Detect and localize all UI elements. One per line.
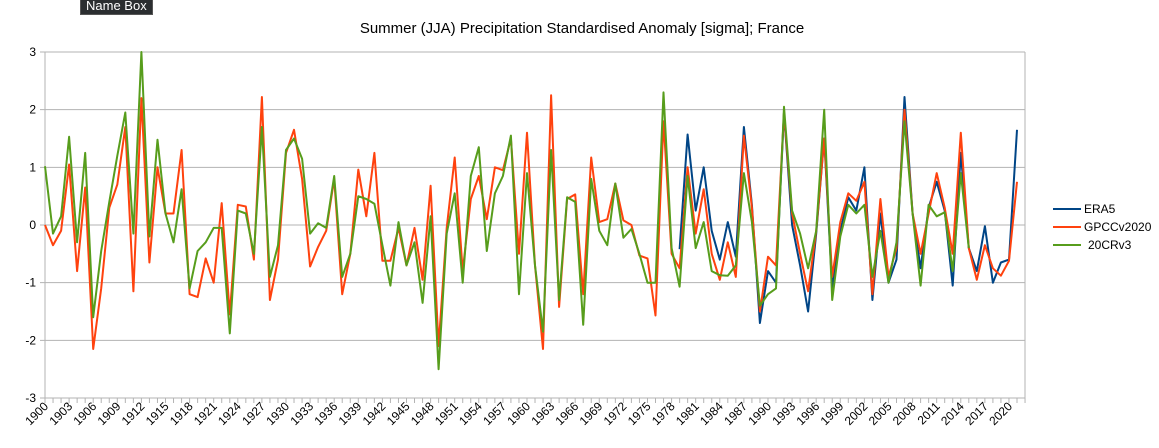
chart-title: Summer (JJA) Precipitation Standardised …: [360, 20, 804, 37]
series-line-20crv3: [44, 51, 970, 371]
legend-label: ERA5: [1084, 202, 1116, 216]
x-tick-label: 1954: [456, 399, 485, 428]
series-lines: [44, 51, 1018, 371]
series-line-gpccv2020: [44, 94, 1018, 350]
y-axis: 3 2 1 0 -1 -2 -3: [25, 45, 1026, 405]
x-tick-label: 1990: [745, 399, 774, 428]
x-tick-label: 1966: [553, 399, 582, 428]
x-tick-label: 2005: [866, 399, 895, 428]
y-tick-label: 1: [29, 160, 36, 174]
gridlines: [40, 51, 1025, 399]
x-tick-label: 1987: [721, 399, 750, 428]
x-tick-label: 1933: [287, 399, 316, 428]
x-tick-label: 2011: [915, 399, 943, 427]
y-tick-label: -1: [25, 276, 36, 290]
x-tick-label: 1936: [312, 399, 341, 428]
x-tick-label: 1972: [601, 399, 630, 428]
x-tick-label: 2002: [842, 399, 871, 428]
legend: ERA5 GPCCv2020 20CRv3: [1053, 202, 1152, 252]
x-tick-label: 1975: [625, 399, 654, 428]
y-tick-label: 2: [29, 103, 36, 117]
x-tick-label: 1960: [504, 399, 533, 428]
x-tick-label: 1945: [384, 399, 413, 428]
x-tick-label: 1951: [432, 399, 461, 428]
x-tick-label: 1921: [191, 399, 220, 428]
x-tick-label: 2020: [986, 399, 1015, 428]
y-tick-label: -2: [25, 333, 36, 347]
x-tick-label: 1957: [480, 399, 509, 428]
x-tick-label: 1978: [649, 399, 678, 428]
x-tick-label: 1915: [143, 399, 172, 428]
y-tick-label: -3: [25, 391, 36, 405]
y-tick-label: 3: [29, 45, 36, 59]
x-tick-label: 1927: [239, 399, 268, 428]
x-tick-label: 2017: [962, 399, 991, 428]
x-tick-label: 1963: [528, 399, 557, 428]
x-tick-label: 2008: [890, 399, 919, 428]
x-tick-label: 1906: [71, 399, 100, 428]
x-tick-label: 1939: [336, 399, 365, 428]
x-tick-label: 1984: [697, 399, 726, 428]
x-tick-label: 1912: [119, 399, 148, 428]
x-tick-label: 1942: [360, 399, 389, 428]
name-box-tooltip: Name Box: [80, 0, 153, 15]
x-tick-label: 1993: [769, 399, 798, 428]
x-axis: 1900190319061909191219151918192119241927…: [22, 398, 1026, 428]
x-tick-label: 2014: [938, 399, 967, 428]
legend-label: GPCCv2020: [1084, 220, 1152, 234]
x-tick-label: 1924: [215, 399, 244, 428]
legend-label: 20CRv3: [1088, 238, 1132, 252]
x-tick-label: 1969: [577, 399, 606, 428]
x-tick-label: 1981: [673, 399, 702, 428]
x-tick-label: 1948: [408, 399, 437, 428]
x-tick-label: 1903: [46, 399, 75, 428]
x-tick-label: 1996: [794, 399, 823, 428]
x-tick-label: 1909: [95, 399, 124, 428]
x-tick-label: 1918: [167, 399, 196, 428]
x-tick-label: 1930: [263, 399, 292, 428]
x-tick-label: 1999: [818, 399, 847, 428]
y-tick-label: 0: [29, 218, 36, 232]
